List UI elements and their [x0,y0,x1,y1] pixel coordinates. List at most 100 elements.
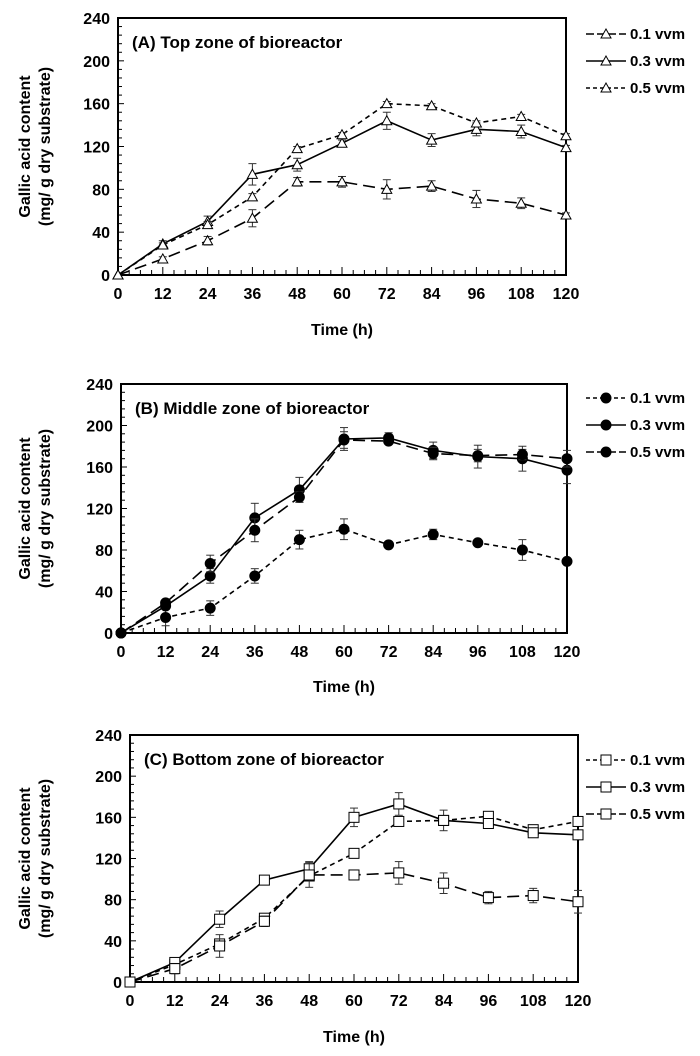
data-point [291,158,304,170]
data-point [204,602,216,614]
data-point [425,180,438,191]
data-point [160,611,172,623]
legend-entry: 0.3 vvm [586,417,685,434]
panel-title: (B) Middle zone of bioreactor [135,399,370,418]
data-point [246,168,259,179]
legend-entry: 0.1 vvm [586,26,685,43]
data-point [258,874,270,886]
y-tick-label: 200 [95,769,122,786]
x-tick-label: 24 [199,286,217,303]
x-tick-label: 120 [553,286,580,303]
series-0.5-vvm [115,431,573,639]
legend-marker [600,754,612,766]
y-tick-label: 240 [95,728,122,745]
legend-label: 0.1 vvm [630,390,685,407]
y-tick-label: 160 [86,460,113,477]
y-axis-title: Gallic acid content [17,75,34,218]
data-point [438,814,450,826]
data-point [214,940,226,952]
y-tick-label: 120 [95,852,122,869]
legend-label: 0.1 vvm [630,26,685,43]
series-0.1-vvm [115,518,573,639]
x-axis-title: Time (h) [323,1029,385,1046]
x-axis-title: Time (h) [313,679,375,696]
x-tick-label: 72 [380,644,398,661]
x-tick-label: 48 [300,993,318,1010]
y-axis-title: Gallic acid content [17,787,34,930]
y-axis-title: (mg/ g dry substrate) [37,429,54,588]
series-0.5-vvm [124,861,584,988]
legend-marker [600,54,612,66]
data-point [527,827,539,839]
legend-label: 0.3 vvm [630,417,685,434]
data-point [393,867,405,879]
data-point [515,110,528,122]
data-point [482,892,494,904]
data-point [293,534,305,546]
x-tick-label: 36 [256,993,274,1010]
data-point [169,963,181,975]
series-0.1-vvm [112,175,572,280]
data-point [470,116,483,128]
data-point [303,869,315,881]
legend-label: 0.1 vvm [630,752,685,769]
x-tick-label: 96 [480,993,498,1010]
legend-label: 0.5 vvm [630,806,685,823]
data-point [383,539,395,551]
data-point [293,491,305,503]
data-point [380,114,393,126]
x-tick-label: 0 [117,644,126,661]
legend-entry: 0.1 vvm [586,390,685,407]
data-point [249,524,261,536]
x-tick-label: 12 [157,644,175,661]
data-point [204,570,216,582]
x-tick-label: 36 [246,644,264,661]
x-tick-label: 84 [424,644,442,661]
x-tick-label: 120 [565,993,592,1010]
series-line [129,803,579,983]
y-tick-label: 40 [95,585,113,602]
x-tick-label: 120 [554,644,581,661]
y-tick-label: 0 [104,626,113,643]
data-point [258,915,270,927]
data-point [572,896,584,908]
data-point [291,142,304,154]
x-tick-label: 48 [288,286,306,303]
legend-marker [600,81,612,93]
data-point [336,128,348,140]
data-point [516,544,528,556]
x-tick-label: 84 [435,993,453,1010]
x-tick-label: 12 [154,286,172,303]
data-point [246,212,259,223]
series-line [129,872,579,983]
series-0.1-vvm [124,810,584,988]
y-axis-title: Gallic acid content [17,437,34,580]
data-point [438,877,450,889]
legend-entry: 0.3 vvm [586,53,685,70]
x-tick-label: 72 [390,993,408,1010]
data-point [112,268,124,280]
data-point [515,125,528,137]
data-point [246,190,259,202]
x-tick-label: 0 [114,286,123,303]
chart-panel-1: 0 40 80 120 160 200 240 0 12 24 36 48 60 72 84 96 108 120… [17,377,685,696]
y-tick-label: 120 [83,140,110,157]
data-point [336,175,348,187]
y-axis-title: (mg/ g dry substrate) [37,67,54,226]
x-tick-label: 24 [211,993,229,1010]
data-point [516,449,528,461]
y-tick-label: 200 [83,54,110,71]
data-point [560,209,572,220]
legend-entry: 0.3 vvm [586,779,685,796]
data-point [572,815,584,827]
x-tick-label: 108 [509,644,536,661]
legend-entry: 0.5 vvm [586,80,685,97]
data-point [393,798,405,810]
data-point [348,847,360,859]
y-tick-label: 80 [104,893,122,910]
y-tick-label: 80 [95,543,113,560]
y-tick-label: 40 [104,934,122,951]
y-tick-label: 160 [83,97,110,114]
y-tick-label: 200 [86,419,113,436]
